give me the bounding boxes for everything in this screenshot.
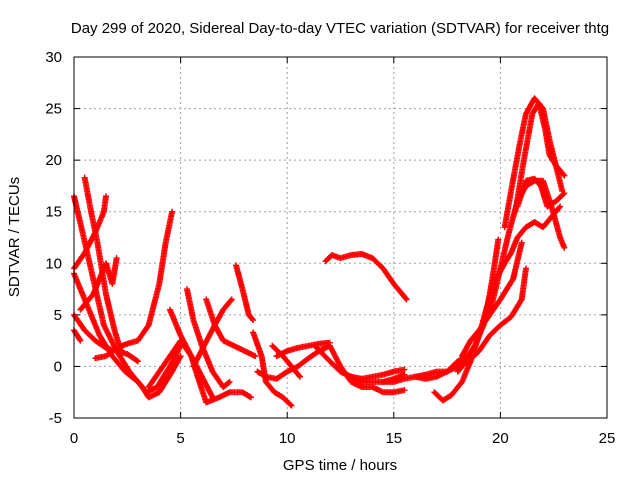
series-track-2 [71,270,184,396]
axis-ticks: 0 5 10 15 20 25 -5 0 5 10 15 20 25 30 [45,49,615,447]
chart-title: Day 299 of 2020, Sidereal Day-to-day VTE… [71,20,609,37]
series-track-13 [203,296,259,360]
data-point-marker [252,353,259,360]
plot-frame [73,56,608,419]
data-point-marker [261,373,268,380]
data-point-marker [552,161,559,168]
data-point-marker [296,372,303,379]
data-point-marker [76,336,83,343]
data-point-marker [287,401,294,408]
series-track-30 [501,95,568,231]
data-point-marker [509,277,516,284]
x-tick-label: 10 [279,430,296,447]
data-point-marker [557,203,564,210]
data-point-marker [522,265,529,272]
data-point-marker [102,193,109,200]
data-point-marker [561,190,568,197]
data-point-marker [209,394,216,401]
x-tick-label: 5 [176,430,184,447]
y-tick-label: 15 [45,204,62,221]
data-point-marker [101,344,108,351]
data-point-marker [246,393,253,400]
data-point-marker [556,204,563,211]
x-tick-label: 25 [599,430,616,447]
data-point-marker [401,387,408,394]
data-point-marker [402,295,409,302]
data-point-marker [169,208,176,215]
data-point-marker [77,337,84,344]
y-tick-label: 5 [54,307,62,324]
data-point-marker [113,255,120,262]
y-tick-label: 30 [45,49,62,66]
series-track-15 [250,329,295,409]
data-point-marker [495,236,502,243]
data-point-marker [225,379,232,386]
data-point-marker [144,323,151,330]
y-axis-label: SDTVAR / TECUs [6,177,23,297]
data-point-marker [227,297,234,304]
grid [74,57,607,418]
data-point-marker [288,402,295,409]
data-point-marker [560,191,567,198]
y-tick-label: 20 [45,152,62,169]
data-point-marker [247,394,254,401]
series-track-7 [77,255,120,313]
series-track-14 [233,262,257,324]
x-tick-label: 20 [492,430,509,447]
data-point-marker [226,378,233,385]
data-point-marker [228,296,235,303]
y-tick-label: 10 [45,255,62,272]
data-point-marker [401,366,408,373]
series-track-6 [81,174,124,354]
data-point-marker [561,244,568,251]
series-track-18 [269,342,303,380]
series-track-21 [326,342,408,396]
y-tick-label: 0 [54,358,62,375]
series-track-17 [273,339,333,360]
series-track-22 [337,366,408,382]
data-point-marker [560,171,567,178]
data-point-marker [518,239,525,246]
data-point-marker [249,315,256,322]
series-track-29 [459,239,525,360]
data-point-marker [296,373,303,380]
data-point-marker [133,357,140,364]
y-tick-label: 25 [45,101,62,118]
series-track-19 [322,251,410,303]
series-track-32 [514,175,568,210]
data-point-marker [403,296,410,303]
series-track-8 [92,208,176,362]
series-track-31 [512,100,566,215]
x-tick-label: 0 [70,430,78,447]
series-track-27 [465,265,529,365]
data-point-marker [250,317,257,324]
y-tick-label: -5 [49,410,62,427]
data-points [71,95,568,409]
data-point-marker [134,358,141,365]
x-axis-label: GPS time / hours [283,457,397,474]
data-point-marker [561,172,568,179]
x-tick-label: 15 [385,430,402,447]
